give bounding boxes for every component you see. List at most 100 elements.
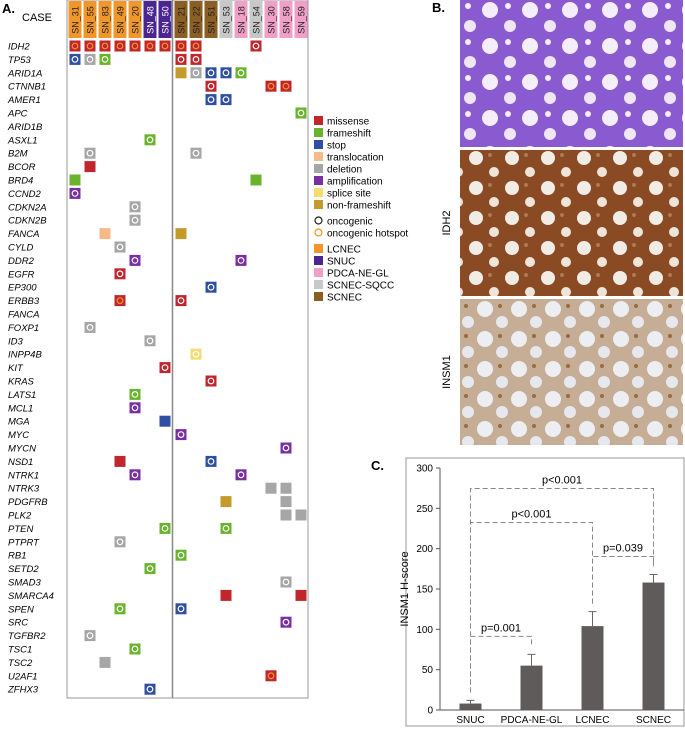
gene-name: NTRK3 bbox=[8, 484, 40, 495]
oncogenic-marker bbox=[101, 42, 109, 50]
oncogenic-marker bbox=[71, 42, 79, 50]
alteration-cell bbox=[205, 375, 217, 387]
gene-name: CCND2 bbox=[8, 189, 41, 200]
alteration-cell bbox=[175, 67, 187, 79]
oncogenic-marker bbox=[297, 109, 305, 117]
alteration-cell bbox=[84, 161, 96, 173]
alteration-cell bbox=[235, 469, 247, 481]
alteration-cell bbox=[175, 40, 187, 52]
legend-label: oncogenic hotspot bbox=[327, 229, 408, 240]
oncogenic-marker bbox=[267, 672, 275, 680]
case-header bbox=[158, 1, 172, 38]
alteration-cell bbox=[280, 80, 292, 92]
alteration-cell bbox=[250, 40, 262, 52]
oncogenic-marker bbox=[207, 69, 215, 77]
oncogenic-marker bbox=[86, 42, 94, 50]
case-name: SN_18 bbox=[237, 6, 247, 34]
alteration-cell bbox=[280, 509, 292, 521]
oncogenic-marker bbox=[282, 444, 290, 452]
oncogenic-marker bbox=[161, 42, 169, 50]
alteration-cell bbox=[190, 40, 202, 52]
case-name: SN_58 bbox=[282, 6, 292, 34]
p-value: p=0.039 bbox=[603, 542, 643, 554]
gene-name: TSC1 bbox=[8, 645, 32, 656]
oncogenic-marker bbox=[131, 471, 139, 479]
gene-name: AMER1 bbox=[7, 95, 41, 106]
oncogenic-marker bbox=[237, 257, 245, 264]
oncogenic-marker bbox=[192, 350, 200, 358]
gene-name: TSC2 bbox=[8, 658, 33, 669]
oncogenic-marker bbox=[207, 82, 215, 90]
alteration-cell bbox=[190, 147, 202, 159]
alteration-cell bbox=[250, 174, 262, 186]
oncogenic-marker bbox=[207, 377, 215, 385]
alteration-cell bbox=[265, 482, 277, 494]
case-header bbox=[98, 1, 112, 38]
alteration-cell bbox=[280, 496, 292, 508]
legend-swatch bbox=[314, 164, 323, 173]
alteration-cell bbox=[205, 94, 217, 106]
alteration-cell bbox=[280, 576, 292, 588]
gene-name: DDR2 bbox=[8, 256, 35, 267]
bar bbox=[581, 626, 604, 710]
panel-label: C. bbox=[371, 458, 384, 473]
oncogenic-marker bbox=[177, 605, 185, 613]
legend-swatch bbox=[314, 152, 323, 161]
legend-label: deletion bbox=[327, 165, 362, 176]
oncogenic-marker bbox=[146, 136, 154, 144]
alteration-cell bbox=[129, 469, 141, 481]
gene-name: SETD2 bbox=[8, 564, 39, 575]
case-header bbox=[234, 1, 248, 38]
oncogenic-marker bbox=[86, 149, 94, 157]
legend-label: oncogenic bbox=[327, 217, 373, 228]
gene-name: KIT bbox=[8, 363, 24, 374]
oncogenic-marker bbox=[282, 578, 290, 586]
alteration-cell bbox=[190, 67, 202, 79]
gene-name: ASXL1 bbox=[7, 135, 38, 146]
legend-marker bbox=[314, 228, 323, 237]
legend-label: SCNEC bbox=[327, 293, 362, 304]
p-value: p=0.001 bbox=[481, 622, 521, 634]
oncogenic-marker bbox=[131, 404, 139, 412]
case-header bbox=[174, 1, 188, 38]
alteration-cell bbox=[280, 442, 292, 454]
oncogenic-marker bbox=[116, 605, 124, 613]
legend-swatch bbox=[314, 116, 323, 125]
alteration-cell bbox=[129, 643, 141, 655]
legend-swatch bbox=[314, 256, 323, 265]
y-tick-label: 150 bbox=[416, 585, 433, 596]
gene-name: PTEN bbox=[8, 524, 33, 535]
idh2-image bbox=[460, 150, 683, 296]
alteration-cell bbox=[295, 107, 307, 119]
alteration-cell bbox=[114, 295, 126, 307]
gene-name: INPP4B bbox=[8, 350, 42, 361]
oncogenic-marker bbox=[131, 42, 139, 50]
legend-label: translocation bbox=[327, 153, 384, 164]
oncogenic-marker bbox=[222, 96, 230, 103]
case-name: SN_53 bbox=[222, 6, 232, 34]
p-value: p<0.001 bbox=[511, 508, 551, 520]
case-name: SN_51 bbox=[207, 6, 217, 34]
oncogenic-marker bbox=[177, 551, 185, 559]
case-header bbox=[264, 1, 278, 38]
alteration-cell bbox=[144, 563, 156, 575]
alteration-cell bbox=[205, 80, 217, 92]
alteration-cell bbox=[99, 656, 111, 668]
y-tick-label: 300 bbox=[416, 464, 433, 475]
alteration-cell bbox=[205, 281, 217, 293]
oncoprint-frame bbox=[66, 0, 309, 699]
legend-label: splice site bbox=[327, 189, 371, 200]
gene-name: NTRK1 bbox=[8, 470, 39, 481]
oncogenic-marker bbox=[192, 42, 200, 50]
alteration-cell bbox=[84, 321, 96, 333]
panel-label: B. bbox=[432, 0, 445, 15]
alteration-cell bbox=[114, 241, 126, 253]
alteration-cell bbox=[129, 254, 141, 266]
legend-label: frameshift bbox=[327, 129, 371, 140]
alteration-cell bbox=[159, 415, 171, 427]
alteration-cell bbox=[114, 536, 126, 548]
oncogenic-marker bbox=[207, 96, 215, 103]
oncogenic-marker bbox=[177, 42, 185, 50]
alteration-cell bbox=[159, 40, 171, 52]
